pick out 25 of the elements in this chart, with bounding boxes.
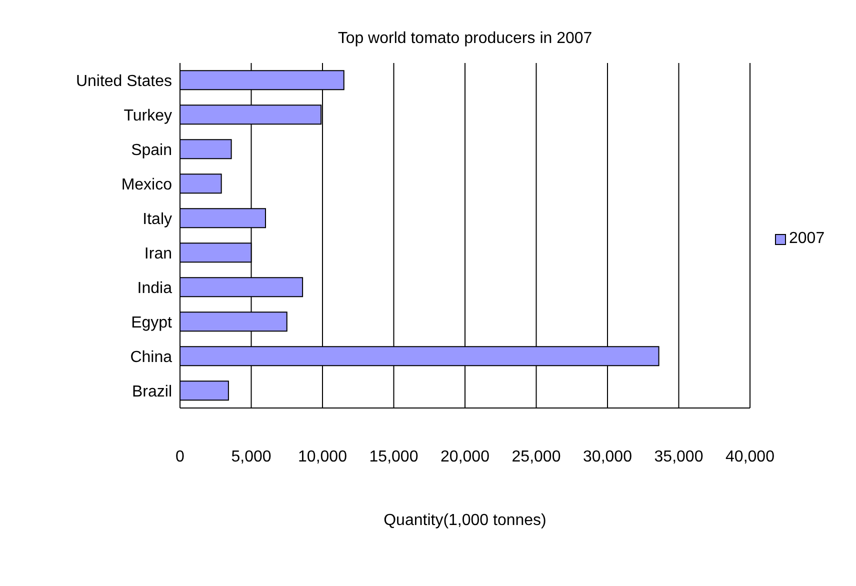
x-tick-label: 30,000 <box>583 448 632 466</box>
bar <box>180 139 232 160</box>
y-tick-label: India <box>137 280 172 297</box>
legend-label: 2007 <box>789 230 825 248</box>
x-tick-label: 15,000 <box>369 448 418 466</box>
bar <box>180 380 229 401</box>
chart-title: Top world tomato producers in 2007 <box>336 30 594 48</box>
y-tick-label: United States <box>76 72 172 90</box>
bar <box>180 174 222 194</box>
x-tick-label: 35,000 <box>654 448 704 466</box>
y-tick-label: Brazil <box>132 383 172 400</box>
y-tick-label: Iran <box>144 245 172 262</box>
y-tick-label: Egypt <box>131 314 173 332</box>
y-tick-label: Spain <box>131 142 172 159</box>
x-tick-label: 20,000 <box>440 448 490 466</box>
x-axis-title: Quantity(1,000 tonnes) <box>382 512 548 530</box>
y-tick-label: Italy <box>142 210 172 228</box>
y-tick-label: Mexico <box>121 176 172 194</box>
y-tick-label: Turkey <box>124 107 172 124</box>
y-tick-label: China <box>130 348 172 366</box>
x-tick-label: 40,000 <box>726 448 775 466</box>
x-tick-label: 25,000 <box>512 448 561 466</box>
x-tick-label: 10,000 <box>298 448 348 466</box>
x-tick-label: 0 <box>176 448 185 466</box>
x-tick-label: 5,000 <box>231 448 272 466</box>
